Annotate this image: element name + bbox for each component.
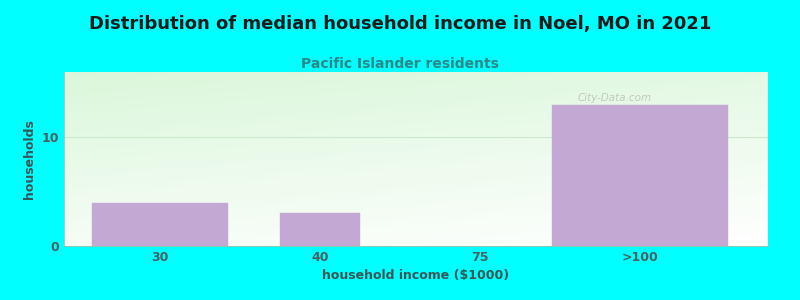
- Bar: [552, 105, 728, 246]
- X-axis label: household income ($1000): household income ($1000): [322, 269, 510, 282]
- Bar: [92, 202, 228, 246]
- Bar: [280, 213, 360, 246]
- Text: City-Data.com: City-Data.com: [578, 93, 652, 103]
- Y-axis label: households: households: [23, 119, 36, 199]
- Text: Distribution of median household income in Noel, MO in 2021: Distribution of median household income …: [89, 15, 711, 33]
- Text: Pacific Islander residents: Pacific Islander residents: [301, 57, 499, 71]
